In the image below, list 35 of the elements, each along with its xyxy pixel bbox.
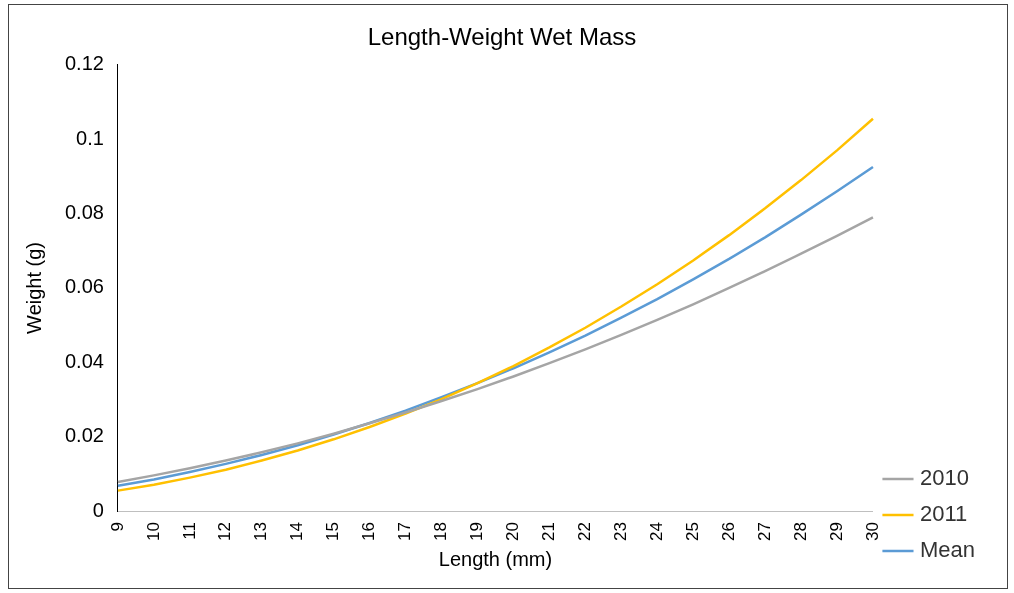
x-tick-label: 11 — [179, 522, 199, 540]
x-axis-title: Length (mm) — [438, 547, 553, 570]
x-tick-label: 17 — [395, 522, 415, 542]
y-tick-label: 0.08 — [64, 201, 104, 224]
x-tick-label: 19 — [467, 522, 487, 542]
x-tick-label: 24 — [646, 522, 666, 542]
x-tick-label: 12 — [215, 522, 235, 542]
y-tick-label: 0.12 — [64, 52, 104, 75]
x-tick-label: 29 — [826, 522, 846, 542]
y-tick-label: 0.1 — [76, 126, 104, 149]
x-tick-label: 20 — [503, 522, 523, 542]
x-tick-label: 15 — [323, 522, 343, 542]
x-tick-label: 28 — [790, 522, 810, 542]
x-tick-label: 21 — [539, 522, 559, 542]
y-tick-label: 0 — [92, 498, 104, 521]
x-tick-label: 14 — [287, 522, 307, 542]
x-tick-label: 25 — [682, 522, 702, 542]
x-tick-label: 16 — [359, 522, 379, 542]
x-tick-label: 26 — [718, 522, 738, 542]
x-tick-label: 27 — [754, 522, 774, 542]
chart-title: Length-Weight Wet Mass — [367, 23, 637, 51]
y-tick-label: 0.02 — [64, 424, 104, 447]
y-axis-title: Weight (g) — [22, 242, 45, 334]
y-tick-label: 0.06 — [64, 275, 104, 298]
x-tick-label: 30 — [862, 522, 882, 542]
x-tick-label: 23 — [610, 522, 630, 542]
x-tick-label: 13 — [251, 522, 271, 542]
legend-label: 2011 — [919, 501, 968, 527]
x-tick-label: 22 — [575, 522, 595, 542]
y-tick-label: 0.04 — [64, 349, 104, 372]
legend-label: 2010 — [919, 465, 969, 491]
x-tick-label: 10 — [143, 522, 163, 542]
legend-label: Mean — [919, 537, 976, 563]
x-tick-label: 9 — [107, 522, 127, 532]
x-tick-label: 18 — [431, 522, 451, 542]
